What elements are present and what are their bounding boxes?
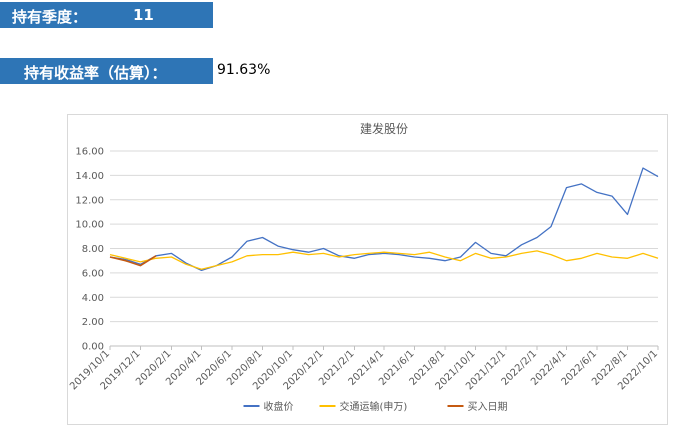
legend-label: 买入日期 <box>468 401 508 413</box>
holding-return-label: 持有收益率（估算）： <box>24 64 167 82</box>
holding-return-value: 91.63% <box>217 62 271 78</box>
y-tick-label: 14.00 <box>75 171 104 182</box>
holding-quarters-banner: 持有季度： 11 <box>0 2 213 28</box>
y-tick-label: 6.00 <box>82 268 104 279</box>
y-tick-label: 16.00 <box>75 147 104 158</box>
chart-svg: 建发股份 0.00 2.00 4.00 6.00 8.00 10.00 12.00 14.00 1… <box>68 121 660 413</box>
y-tick-label: 0.00 <box>82 342 104 353</box>
y-tick-label: 4.00 <box>82 293 104 304</box>
y-tick-label: 8.00 <box>82 244 104 255</box>
series-line <box>109 255 157 267</box>
series-line <box>109 167 659 272</box>
chart-title: 建发股份 <box>360 121 408 136</box>
stock-price-chart: 建发股份 0.00 2.00 4.00 6.00 8.00 10.00 12.00 14.00 1… <box>67 114 668 425</box>
legend-label: 收盘价 <box>264 400 294 413</box>
y-tick-label: 2.00 <box>82 317 104 328</box>
holding-quarters-value: 11 <box>133 6 154 24</box>
y-tick-label: 10.00 <box>75 220 104 231</box>
y-tick-label: 12.00 <box>75 195 104 206</box>
series-line <box>109 250 659 270</box>
holding-return-banner: 持有收益率（估算）： <box>0 58 213 84</box>
holding-quarters-label: 持有季度： <box>12 8 88 26</box>
legend-label: 交通运输(申万) <box>340 400 408 413</box>
